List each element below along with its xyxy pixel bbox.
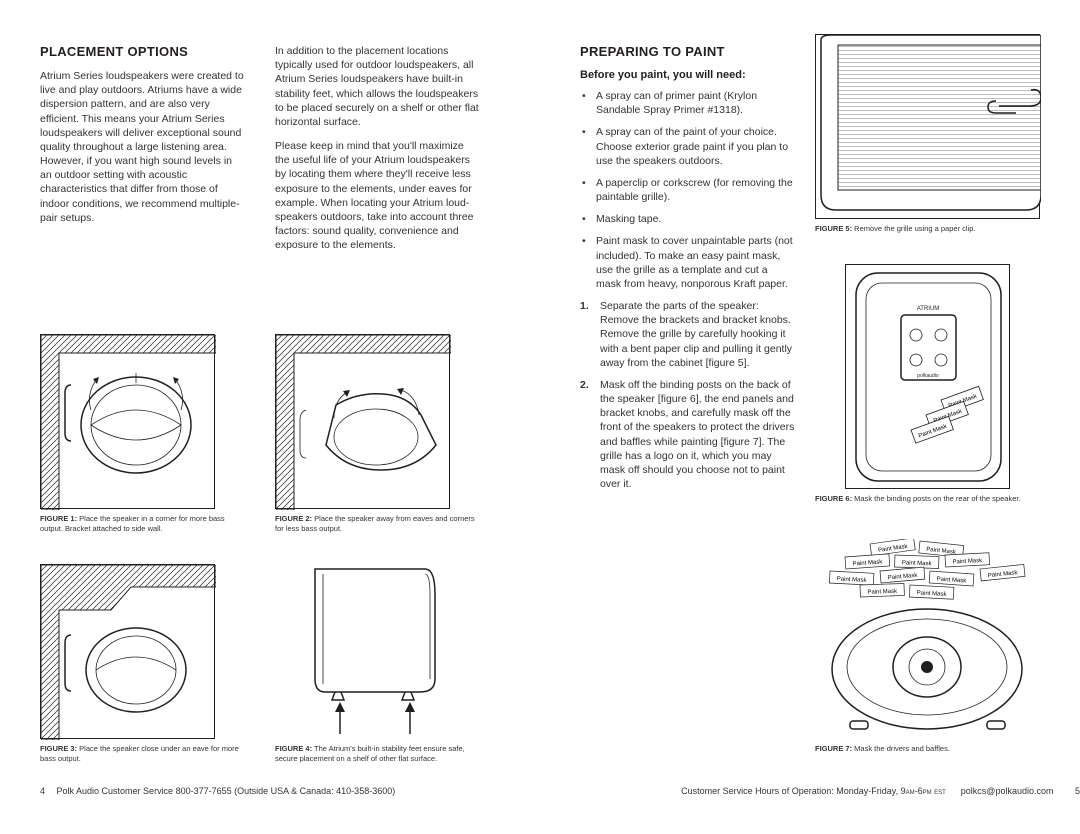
page-left: PLACEMENT OPTIONS Atrium Series loudspea… (40, 34, 540, 804)
para-b1: In addition to the placement locations t… (275, 44, 480, 129)
subheading-paint: Before you paint, you will need: (580, 69, 795, 81)
footer-left-text: Polk Audio Customer Service 800-377-7655… (57, 786, 396, 796)
svg-text:Paint Mask: Paint Mask (902, 560, 933, 567)
figure-5-caption: FIGURE 5: Remove the grille using a pape… (815, 224, 1040, 234)
col-a: PLACEMENT OPTIONS Atrium Series loudspea… (40, 44, 245, 225)
figure-4-caption: FIGURE 4: The Atrium's built-in stabilit… (275, 744, 475, 764)
figure-2-caption: FIGURE 2: Place the speaker away from ea… (275, 514, 475, 534)
col-c: PREPARING TO PAINT Before you paint, you… (580, 44, 795, 499)
figure-4 (275, 564, 450, 739)
list-item: A spray can of primer paint (Krylon Sand… (592, 89, 795, 117)
para-a1: Atrium Series loudspeakers were created … (40, 69, 245, 225)
footer-hours: Customer Service Hours of Operation: Mon… (681, 786, 948, 796)
figure-1-caption: FIGURE 1: Place the speaker in a corner … (40, 514, 240, 534)
paint-needs-list: A spray can of primer paint (Krylon Sand… (592, 89, 795, 291)
footer-right: Customer Service Hours of Operation: Mon… (580, 786, 1080, 796)
list-item: Masking tape. (592, 212, 795, 226)
page-number-right: 5 (1066, 786, 1080, 796)
figure-3-caption: FIGURE 3: Place the speaker close under … (40, 744, 240, 764)
list-item: A paperclip or corkscrew (for removing t… (592, 176, 795, 204)
footer-left: 4 Polk Audio Customer Service 800-377-76… (40, 786, 540, 796)
footer-email: polkcs@polkaudio.com (961, 786, 1054, 796)
svg-text:Paint Mask: Paint Mask (867, 589, 898, 596)
svg-text:ATRIUM: ATRIUM (917, 306, 940, 312)
page-number-left: 4 (40, 786, 54, 796)
para-b2: Please keep in mind that you'll maximize… (275, 139, 480, 252)
figure-7: Paint Mask Paint Mask Paint Mask Paint M… (815, 539, 1040, 739)
list-item: A spray can of the paint of your choice.… (592, 125, 795, 168)
figure-5 (815, 34, 1040, 219)
figure-2 (275, 334, 450, 509)
col-b: In addition to the placement locations t… (275, 44, 480, 252)
figure-7-caption: FIGURE 7: Mask the drivers and baffles. (815, 744, 1040, 754)
list-item: Paint mask to cover unpaintable parts (n… (592, 234, 795, 291)
svg-text:polkaudio: polkaudio (917, 373, 939, 379)
step-1: 1.Separate the parts of the speaker: Rem… (596, 299, 795, 370)
figure-6-caption: FIGURE 6: Mask the binding posts on the … (815, 494, 1040, 504)
figure-6: polkaudio ATRIUM Paint Mask Paint Mask P… (845, 264, 1010, 489)
figure-3 (40, 564, 215, 739)
paint-steps: 1.Separate the parts of the speaker: Rem… (596, 299, 795, 491)
step-2: 2.Mask off the binding posts on the back… (596, 378, 795, 491)
figure-1 (40, 334, 215, 509)
heading-placement: PLACEMENT OPTIONS (40, 44, 245, 59)
page-right: PREPARING TO PAINT Before you paint, you… (580, 34, 1080, 804)
heading-paint: PREPARING TO PAINT (580, 44, 795, 59)
